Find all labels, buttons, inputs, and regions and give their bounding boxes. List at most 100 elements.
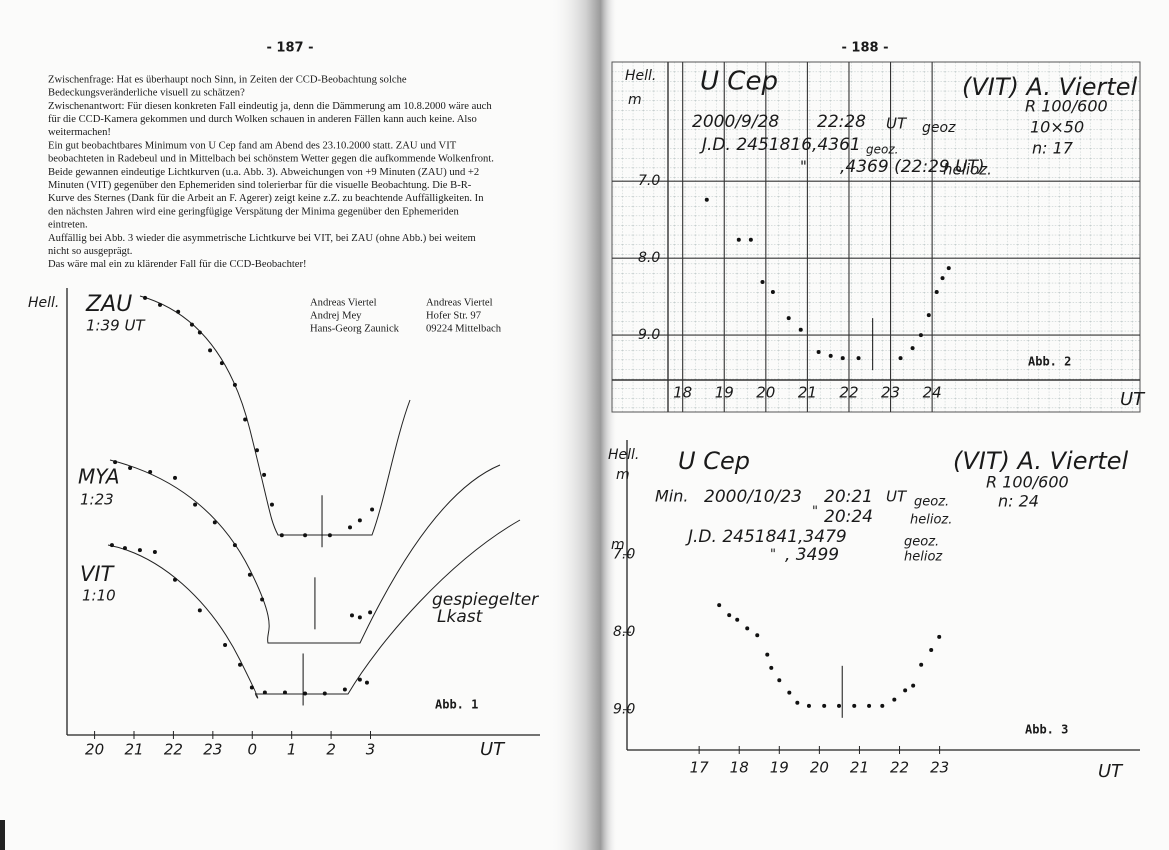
series-label: ZAU <box>85 292 132 317</box>
data-point <box>727 613 732 618</box>
figure-caption: Abb. 3 <box>1025 723 1068 737</box>
data-point <box>911 683 916 688</box>
handwritten-note: UT <box>886 115 908 133</box>
data-point <box>219 361 224 366</box>
figure-caption: Abb. 1 <box>435 698 478 712</box>
author: Hans-Georg Zaunick <box>310 323 400 334</box>
data-point <box>197 330 202 335</box>
handwritten-note: " <box>770 548 776 563</box>
x-tick-label: 21 <box>798 384 817 402</box>
x-tick-label: 23 <box>930 759 949 777</box>
x-tick-label: 21 <box>850 759 869 777</box>
body-line: eintreten. <box>48 220 88 231</box>
y-unit: m <box>616 467 630 483</box>
handwritten-note: U Cep <box>700 67 778 97</box>
data-point <box>173 475 178 480</box>
data-point <box>748 237 753 242</box>
page-number: - 188 - <box>842 41 889 56</box>
data-point <box>303 533 308 538</box>
data-point <box>795 700 800 705</box>
data-point <box>735 617 740 622</box>
body-line: Das wäre mal ein zu klärender Fall für d… <box>48 259 307 270</box>
x-tick-label: 3 <box>366 741 376 759</box>
data-point <box>816 350 821 354</box>
body-line: nicht so ausgeprägt. <box>48 246 132 257</box>
data-point <box>357 518 362 523</box>
data-point <box>260 597 265 602</box>
handwritten-note: geoz. <box>904 535 939 550</box>
data-point <box>940 276 945 281</box>
data-point <box>777 678 782 683</box>
data-point <box>249 685 254 690</box>
data-point <box>787 690 792 695</box>
handwritten-note: m <box>611 537 625 553</box>
data-point <box>243 417 248 422</box>
x-tick-label: 23 <box>203 741 222 759</box>
data-point <box>364 680 369 685</box>
data-point <box>327 533 332 538</box>
data-point <box>760 280 765 284</box>
series-note: 1:10 <box>82 587 116 605</box>
data-point <box>898 356 903 361</box>
series-label: VIT <box>80 562 116 586</box>
graph-paper <box>611 61 1141 413</box>
data-point <box>348 525 353 530</box>
x-tick-label: 20 <box>756 384 775 402</box>
data-point <box>852 703 857 708</box>
data-point <box>238 662 243 667</box>
data-point <box>880 703 885 708</box>
body-line: Auffällig bei Abb. 3 wieder die asymmetr… <box>48 233 477 244</box>
data-point <box>262 690 267 695</box>
y-tick-label: 8.0 <box>638 250 660 266</box>
body-line: den nächsten Jahren wird eine geringfügi… <box>48 206 459 217</box>
x-tick-label: 18 <box>730 759 749 777</box>
data-point <box>247 572 252 577</box>
data-point <box>806 703 811 708</box>
data-point <box>128 466 133 470</box>
data-point <box>856 356 861 361</box>
y-title: Hell. <box>608 447 639 463</box>
data-point <box>937 634 942 639</box>
gutter-shadow <box>548 0 618 850</box>
data-point <box>158 302 163 307</box>
body-line: für die CCD-Kamera gekommen und durch Wo… <box>48 114 477 125</box>
y-tick-label: 7.0 <box>638 173 660 189</box>
data-point <box>143 295 148 300</box>
x-tick-label: 20 <box>810 759 829 777</box>
x-title: UT <box>480 739 506 760</box>
data-point <box>368 610 373 615</box>
x-tick-label: 22 <box>839 384 858 402</box>
data-point <box>223 643 228 648</box>
handwritten-note: J.D. 2451841,3479 <box>685 527 847 547</box>
handwritten-note: U Cep <box>678 447 750 475</box>
y-tick-label: 7.0 <box>613 547 635 563</box>
x-tick-label: 21 <box>124 741 143 759</box>
data-point <box>279 533 284 538</box>
data-point <box>232 382 237 387</box>
author: Andreas Viertel <box>310 297 377 308</box>
data-point <box>867 703 872 708</box>
data-point <box>303 691 308 696</box>
data-point <box>929 648 934 653</box>
handwritten-note: 2000/10/23 <box>704 487 802 507</box>
data-point <box>822 703 827 708</box>
x-title: UT <box>1098 761 1124 782</box>
x-tick-label: 18 <box>673 384 692 402</box>
data-point <box>232 543 237 548</box>
data-point <box>910 346 915 351</box>
fit-curve <box>109 459 501 644</box>
body-line: Zwischenantwort: Für diesen konkreten Fa… <box>48 101 492 112</box>
data-point <box>837 703 842 708</box>
x-tick-label: 23 <box>881 384 900 402</box>
data-point <box>717 603 722 608</box>
data-point <box>919 662 924 667</box>
handwritten-note: gespiegelter <box>432 590 539 610</box>
data-point <box>208 348 213 353</box>
x-title: UT <box>1120 389 1146 410</box>
data-point <box>934 290 939 294</box>
handwritten-note: geoz <box>922 120 956 136</box>
x-tick-label: 0 <box>247 741 257 759</box>
y-title: Hell. <box>625 68 656 84</box>
